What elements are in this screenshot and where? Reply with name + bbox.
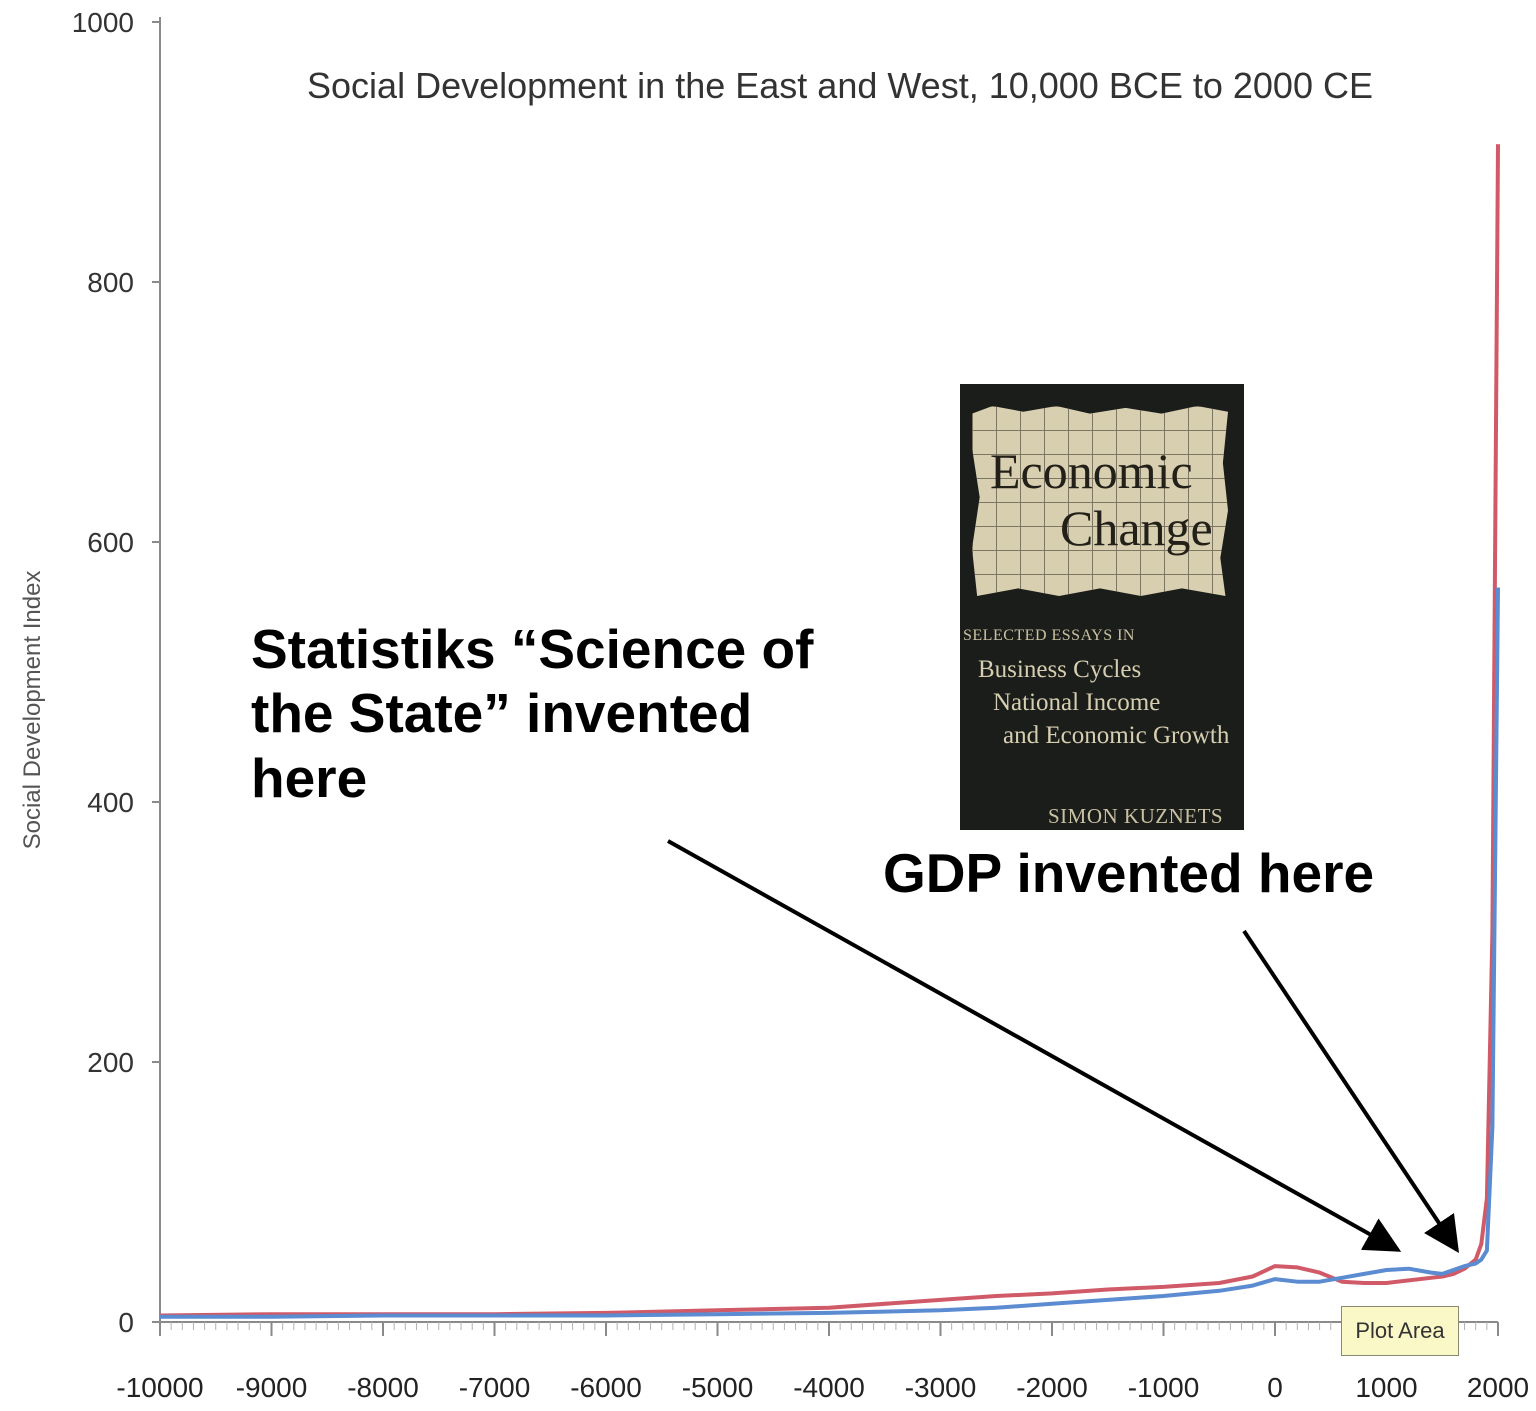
x-tick-label: -9000 [236,1372,308,1403]
book-title-line-1: Economic [990,443,1193,499]
x-tick-label: 0 [1267,1372,1283,1403]
annotation-statistiks: Statistiks “Science of the State” invent… [251,618,814,809]
book-author: SIMON KUZNETS [1048,804,1224,828]
series-lines [159,144,1500,1319]
annotation-gdp: GDP invented here [883,842,1375,904]
book-line-2: National Income [993,689,1161,716]
x-tick-label: 2000 [1467,1372,1529,1403]
chart-title: Social Development in the East and West,… [307,65,1373,106]
y-tick-label: 400 [87,787,134,818]
y-tick-label: 200 [87,1047,134,1078]
x-tick-label: -10000 [116,1372,203,1403]
arrow-statistiks [667,839,1402,1252]
arrow-gdp [1242,929,1459,1253]
x-tick-label: -5000 [682,1372,754,1403]
y-tick-label: 1000 [72,7,134,38]
book-subtitle: SELECTED ESSAYS IN [963,627,1135,644]
book-line-3: and Economic Growth [1003,722,1230,749]
x-tick-label: -6000 [570,1372,642,1403]
y-tick-label: 0 [118,1307,134,1338]
y-tick-label: 600 [87,527,134,558]
x-tick-label: -1000 [1128,1372,1200,1403]
x-tick-label: -4000 [793,1372,865,1403]
y-tick-label: 800 [87,267,134,298]
series-line-2 [160,587,1500,1319]
x-tick-label: -7000 [459,1372,531,1403]
book-title-line-2: Change [1060,500,1213,556]
book-cover-label-texture [972,406,1228,596]
x-tick-label: -8000 [347,1372,419,1403]
x-tick-label: 1000 [1355,1372,1417,1403]
x-ticks: -10000 -9000 -8000 -7000 -6000 -5000 -4000 -300… [116,1322,1529,1403]
x-tick-label: -3000 [905,1372,977,1403]
book-cover-image: Economic Change SELECTED ESSAYS IN Busin… [960,384,1244,830]
y-axis-label: Social Development Index [19,571,46,850]
plot-area-tooltip: Plot Area [1341,1306,1459,1356]
y-ticks: 0 200 400 600 800 1000 [72,7,160,1338]
x-tick-label: -2000 [1016,1372,1088,1403]
book-line-1: Business Cycles [978,656,1142,683]
